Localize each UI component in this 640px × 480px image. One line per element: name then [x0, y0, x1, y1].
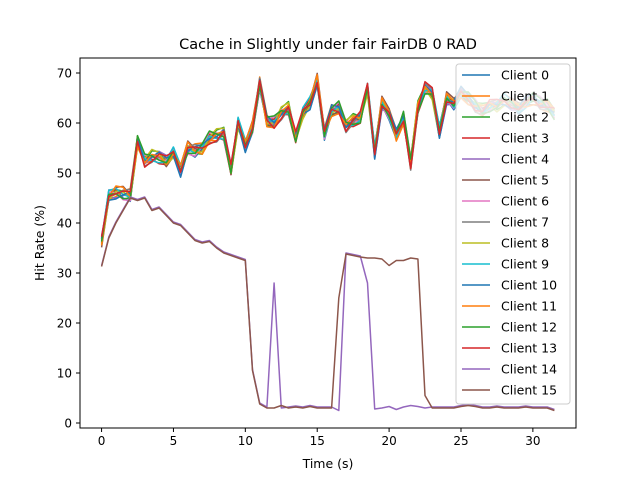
axes-frame — [79, 57, 577, 429]
x-tick-label: 0 — [98, 434, 106, 448]
legend-label: Client 4 — [501, 152, 549, 167]
legend-label: Client 7 — [501, 215, 549, 230]
legend: Client 0 Client 1 Client 2 Client 3 Client 4… — [455, 63, 571, 405]
legend-label: Client 6 — [501, 194, 549, 209]
legend-items: Client 0 Client 1 Client 2 Client 3 Client 4… — [462, 68, 557, 398]
legend-label: Client 1 — [501, 89, 549, 104]
y-tick-label: 20 — [57, 317, 72, 331]
legend-box — [455, 63, 571, 405]
x-tick-label: 5 — [170, 434, 178, 448]
series-line-client-14 — [100, 196, 555, 412]
y-tick-label: 30 — [57, 267, 72, 281]
legend-label: Client 9 — [501, 257, 549, 272]
legend-label: Client 8 — [501, 236, 549, 251]
legend-label: Client 14 — [501, 362, 557, 377]
y-tick-label: 40 — [57, 217, 72, 231]
x-axis-label: Time (s) — [302, 456, 354, 471]
legend-label: Client 10 — [501, 278, 557, 293]
legend-label: Client 15 — [501, 383, 557, 398]
legend-label: Client 5 — [501, 173, 549, 188]
x-tick-label: 30 — [525, 434, 540, 448]
y-tick-label: 60 — [57, 117, 72, 131]
y-tick-label: 70 — [57, 67, 72, 81]
legend-label: Client 3 — [501, 131, 549, 146]
legend-label: Client 13 — [501, 341, 557, 356]
x-tick-label: 20 — [381, 434, 396, 448]
legend-label: Client 11 — [501, 299, 557, 314]
legend-label: Client 12 — [501, 320, 557, 335]
x-axis-ticks: 0 5 10 15 20 25 30 — [98, 428, 541, 448]
x-tick-label: 15 — [310, 434, 325, 448]
legend-label: Client 0 — [501, 68, 549, 83]
x-tick-label: 25 — [453, 434, 468, 448]
x-tick-label: 10 — [238, 434, 253, 448]
y-tick-label: 50 — [57, 167, 72, 181]
legend-label: Client 2 — [501, 110, 549, 125]
y-axis-label: Hit Rate (%) — [32, 205, 47, 281]
chart-title: Cache in Slightly under fair FairDB 0 RA… — [179, 37, 477, 53]
series-line-client-15 — [100, 197, 555, 412]
y-axis-ticks: 0 10 20 30 40 50 60 70 — [57, 67, 80, 431]
y-tick-label: 0 — [64, 417, 72, 431]
y-tick-label: 10 — [57, 367, 72, 381]
